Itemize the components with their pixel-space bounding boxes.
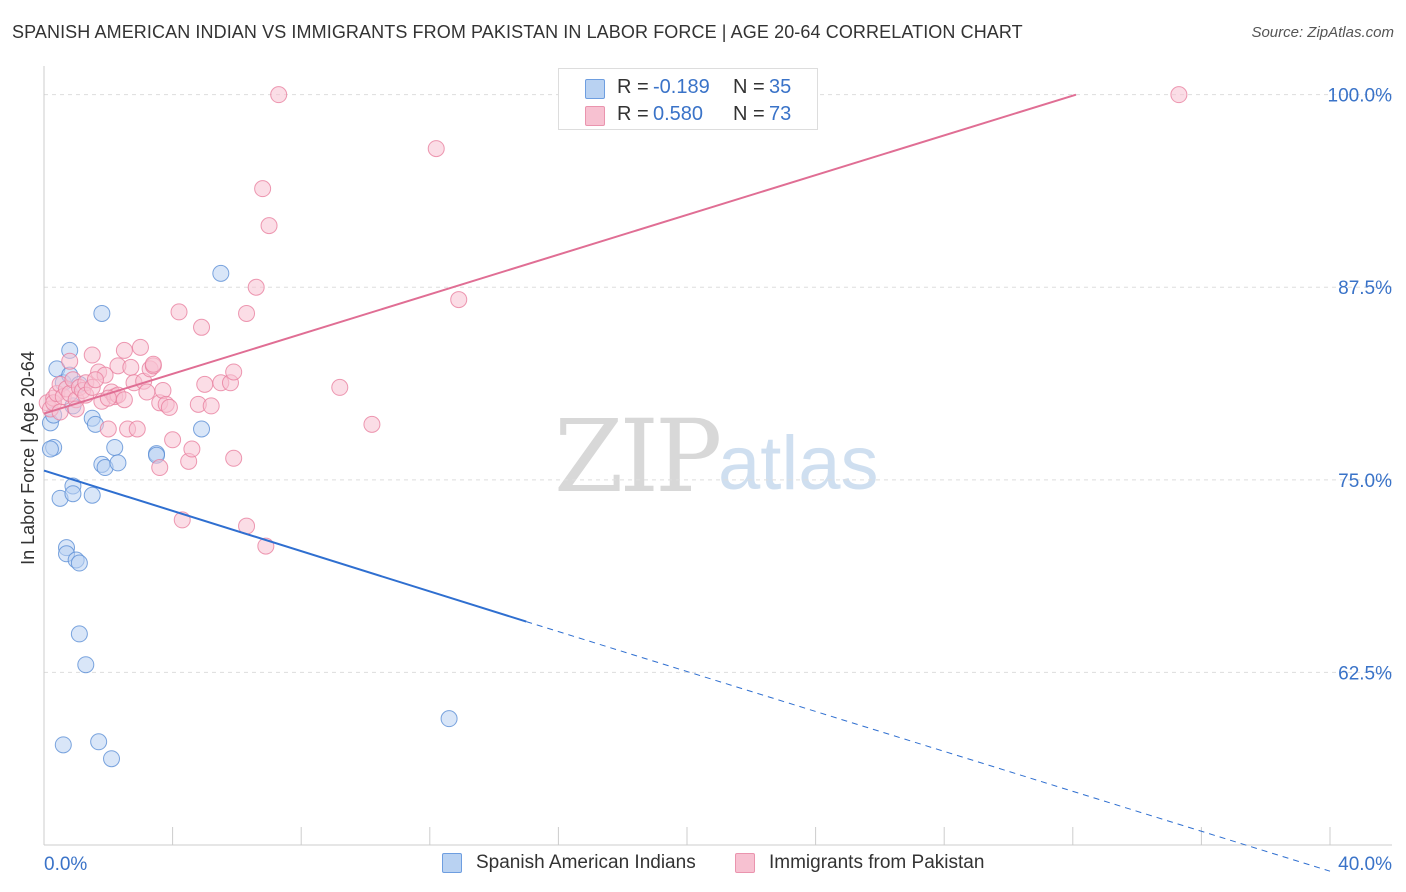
watermark-atlas: atlas	[718, 421, 879, 506]
y-tick-label: 100.0%	[1328, 86, 1393, 107]
trendline-immigrants-from-pakistan	[43, 93, 1077, 415]
point-spanish-american-indian	[103, 750, 121, 768]
point-immigrant-pakistan	[151, 459, 169, 477]
legend-n-value: 73	[769, 103, 792, 125]
point-spanish-american-indian	[109, 454, 127, 472]
legend-r-label: R =	[617, 76, 649, 98]
point-immigrant-pakistan	[170, 303, 188, 321]
series-legend-label: Spanish American Indians	[476, 852, 696, 873]
point-immigrant-pakistan	[183, 440, 201, 458]
point-immigrant-pakistan	[61, 352, 79, 370]
trendline-spanish-american-indians	[43, 469, 527, 623]
point-immigrant-pakistan	[225, 449, 243, 467]
x-tick-label: 0.0%	[44, 854, 87, 875]
series-swatch-pink	[735, 853, 755, 873]
legend-r-value: -0.189	[653, 76, 710, 98]
point-immigrant-pakistan	[193, 318, 211, 336]
y-tick-label: 87.5%	[1338, 278, 1392, 299]
trendline-extension-spanish-american-indians	[526, 621, 1331, 872]
point-spanish-american-indian	[90, 733, 108, 751]
point-immigrant-pakistan	[128, 420, 146, 438]
source-label: Source: ZipAtlas.com	[1251, 24, 1394, 41]
point-immigrant-pakistan	[331, 378, 349, 396]
legend-n-label: N =	[733, 103, 765, 125]
point-immigrant-pakistan	[260, 217, 278, 235]
point-spanish-american-indian	[440, 710, 458, 728]
series-legend-label: Immigrants from Pakistan	[769, 852, 985, 873]
point-spanish-american-indian	[93, 304, 111, 322]
point-spanish-american-indian	[54, 736, 72, 754]
point-spanish-american-indian	[77, 656, 95, 674]
point-spanish-american-indian	[70, 625, 88, 643]
point-immigrant-pakistan	[131, 338, 149, 356]
point-immigrant-pakistan	[164, 431, 182, 449]
legend-r-label: R =	[617, 103, 649, 125]
legend-r-value: 0.580	[653, 103, 704, 125]
point-immigrant-pakistan	[270, 86, 288, 104]
point-immigrant-pakistan	[254, 180, 272, 198]
legend-row-immigrants-from-pakistan: R = 0.580 N = 73	[559, 100, 817, 128]
point-immigrant-pakistan	[450, 291, 468, 309]
point-immigrant-pakistan	[122, 358, 140, 376]
point-immigrant-pakistan	[1170, 86, 1188, 104]
point-immigrant-pakistan	[247, 278, 265, 296]
point-spanish-american-indian	[212, 264, 230, 282]
point-spanish-american-indian	[106, 438, 124, 456]
point-immigrant-pakistan	[144, 355, 162, 373]
legend-n-value: 35	[769, 76, 792, 98]
y-axis-label: In Labor Force | Age 20-64	[18, 351, 38, 565]
legend-row-spanish-american-indians: R = -0.189 N = 35	[559, 73, 817, 101]
y-tick-label: 62.5%	[1338, 663, 1392, 684]
point-immigrant-pakistan	[202, 397, 220, 415]
legend-swatch-pink	[585, 106, 605, 126]
point-immigrant-pakistan	[86, 371, 104, 389]
point-immigrant-pakistan	[160, 398, 178, 416]
point-immigrant-pakistan	[196, 375, 214, 393]
point-immigrant-pakistan	[427, 140, 445, 158]
x-tick-label: 40.0%	[1338, 854, 1392, 875]
point-immigrant-pakistan	[115, 341, 133, 359]
point-spanish-american-indian	[70, 554, 88, 572]
point-immigrant-pakistan	[238, 304, 256, 322]
point-immigrant-pakistan	[99, 420, 117, 438]
point-spanish-american-indian	[83, 486, 101, 504]
point-spanish-american-indian	[64, 485, 82, 503]
correlation-legend: R = -0.189 N = 35 R = 0.580 N = 73	[558, 68, 818, 130]
point-immigrant-pakistan	[138, 383, 156, 401]
point-immigrant-pakistan	[225, 363, 243, 381]
point-spanish-american-indian	[193, 420, 211, 438]
point-immigrant-pakistan	[154, 381, 172, 399]
point-immigrant-pakistan	[115, 391, 133, 409]
watermark-zip: ZIP	[554, 398, 722, 515]
y-tick-label: 75.0%	[1338, 471, 1392, 492]
legend-swatch-blue	[585, 79, 605, 99]
chart-title: SPANISH AMERICAN INDIAN VS IMMIGRANTS FR…	[12, 22, 1023, 42]
point-immigrant-pakistan	[363, 415, 381, 433]
legend-n-label: N =	[733, 76, 765, 98]
point-immigrant-pakistan	[83, 346, 101, 364]
series-swatch-blue	[442, 853, 462, 873]
point-spanish-american-indian	[41, 440, 59, 458]
